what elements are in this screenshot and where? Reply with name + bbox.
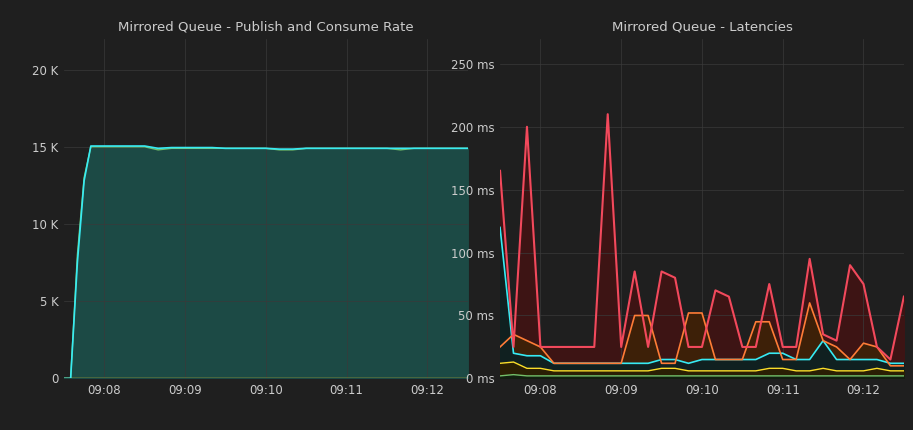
Title: Mirrored Queue - Latencies: Mirrored Queue - Latencies xyxy=(612,20,792,34)
Title: Mirrored Queue - Publish and Consume Rate: Mirrored Queue - Publish and Consume Rat… xyxy=(118,20,414,34)
Legend: Published, Confirmed, Consumed: Published, Confirmed, Consumed xyxy=(62,425,339,430)
